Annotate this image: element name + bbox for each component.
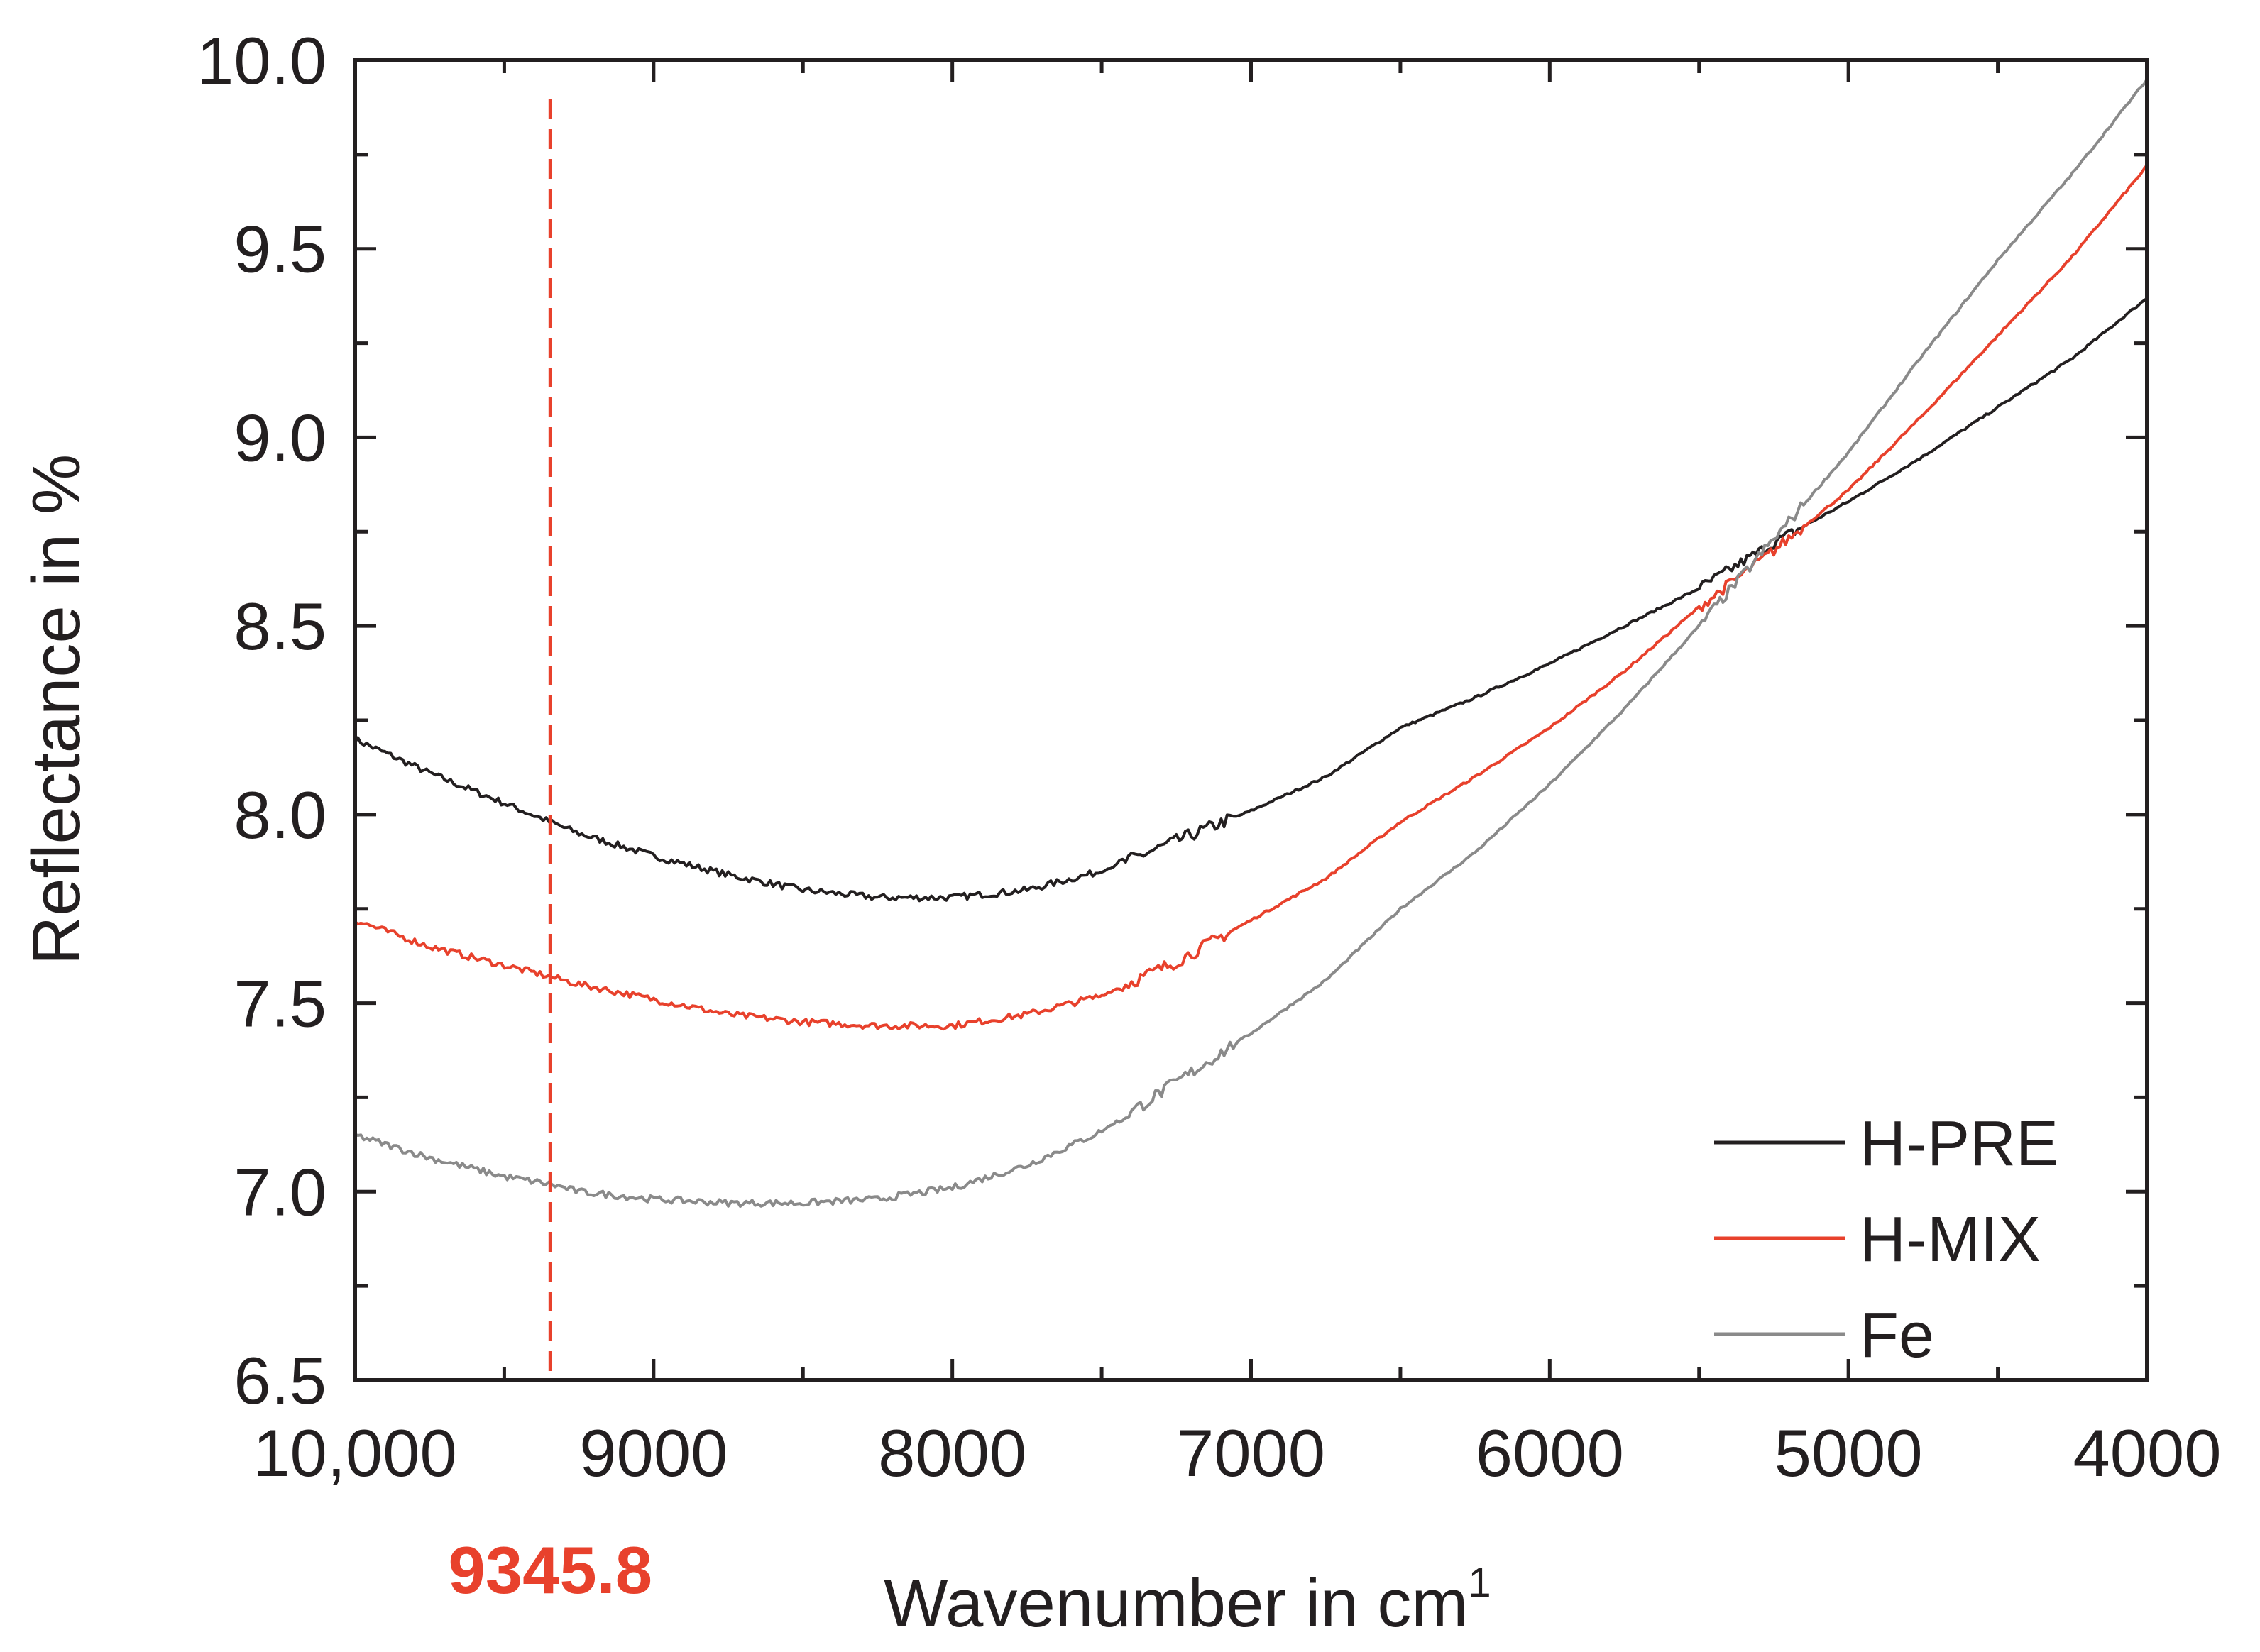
y-tick-label: 9.0 <box>234 400 327 475</box>
x-tick-label: 10,000 <box>253 1416 457 1490</box>
legend-label-h-pre: H-PRE <box>1860 1108 2058 1179</box>
plot-area: 9345.8 10,000 9000 8000 7000 6000 5000 4000 6.5 7… <box>197 23 2222 1607</box>
series-line-h-pre <box>353 297 2149 903</box>
legend-label-h-mix: H-MIX <box>1860 1204 2041 1275</box>
legend-label-fe: Fe <box>1860 1300 1934 1371</box>
x-axis-title-superscript: 1 <box>1468 1560 1491 1606</box>
y-tick-label: 10.0 <box>197 23 327 98</box>
x-axis-title: Wavenumber in cm1 <box>884 1560 1491 1641</box>
x-axis-title-text: Wavenumber in cm <box>884 1565 1468 1641</box>
y-tick-label: 7.0 <box>234 1155 327 1229</box>
legend: H-PRE H-MIX Fe <box>1714 1108 2058 1371</box>
x-tick-label: 6000 <box>1476 1416 1624 1490</box>
series-line-fe <box>354 78 2149 1208</box>
y-tick-label: 9.5 <box>234 212 327 287</box>
y-tick-label: 8.5 <box>234 589 327 663</box>
y-tick-label: 7.5 <box>234 967 327 1041</box>
x-tick-label: 7000 <box>1177 1416 1325 1490</box>
y-tick-label: 6.5 <box>234 1343 327 1418</box>
x-tick-label: 8000 <box>878 1416 1026 1490</box>
x-tick-label: 4000 <box>2073 1416 2221 1490</box>
x-tick-label: 9000 <box>579 1416 728 1490</box>
plot-frame <box>353 58 2149 1382</box>
y-tick-label: 8.0 <box>234 778 327 852</box>
x-tick-label: 5000 <box>1774 1416 1923 1490</box>
y-axis-title: Reflectance in % <box>18 454 94 965</box>
annotation-label: 9345.8 <box>449 1533 653 1607</box>
series-line-h-mix <box>353 164 2149 1031</box>
